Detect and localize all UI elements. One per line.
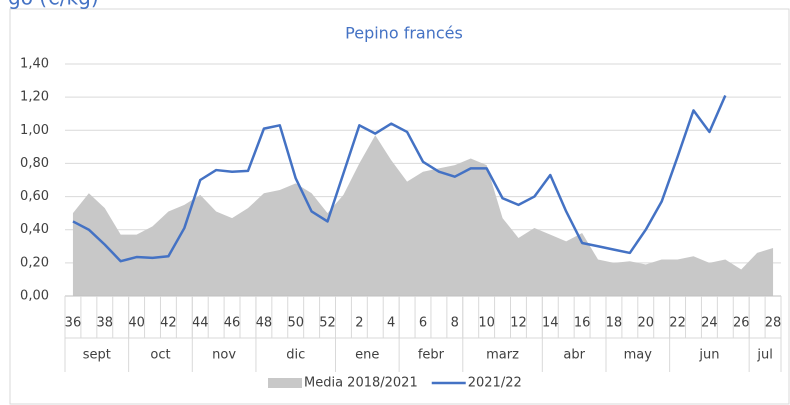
month-label: sept: [83, 348, 111, 363]
x-tick-label: 16: [574, 316, 591, 331]
x-tick-label: 26: [733, 316, 750, 331]
x-tick-label: 46: [224, 316, 241, 331]
line: [72, 94, 727, 263]
x-tick-label: 38: [97, 316, 114, 331]
month-label: jul: [756, 348, 772, 363]
x-tick-label: 18: [606, 316, 623, 331]
x-tick-label: 20: [637, 316, 654, 331]
y-tick-label: 0,40: [20, 222, 49, 237]
x-tick-label: 42: [160, 316, 177, 331]
month-label: abr: [563, 348, 585, 363]
x-tick-label: 48: [256, 316, 273, 331]
x-tick-label: 40: [128, 316, 145, 331]
month-label: ene: [355, 348, 379, 363]
x-tick-label: 24: [701, 316, 718, 331]
x-tick-label: 44: [192, 316, 209, 331]
legend-label: Media 2018/2021: [304, 376, 418, 391]
month-label: may: [624, 348, 653, 363]
x-tick-label: 4: [387, 316, 395, 331]
month-label: oct: [150, 348, 170, 363]
month-label: marz: [486, 348, 519, 363]
x-tick-label: 52: [319, 316, 336, 331]
x-tick-label: 10: [478, 316, 495, 331]
header-text: go (€/kg): [8, 0, 99, 10]
y-tick-label: 1,00: [20, 123, 49, 138]
x-tick-label: 12: [510, 316, 527, 331]
x-tick-label: 14: [542, 316, 559, 331]
chart-title: Pepino francés: [345, 24, 463, 43]
y-tick-label: 1,40: [20, 57, 49, 72]
month-label: dic: [286, 348, 305, 363]
month-label: nov: [212, 348, 236, 363]
y-tick-label: 0,80: [20, 156, 49, 171]
x-tick-label: 6: [419, 316, 427, 331]
y-tick-label: 0,60: [20, 189, 49, 204]
legend-swatch: [268, 378, 302, 388]
y-tick-label: 1,20: [20, 90, 49, 105]
x-tick-label: 2: [355, 316, 363, 331]
x-tick-label: 22: [669, 316, 686, 331]
month-label: jun: [698, 348, 719, 363]
y-tick-label: 0,00: [20, 289, 49, 304]
legend-label: 2021/22: [468, 376, 522, 391]
month-label: febr: [418, 348, 445, 363]
x-tick-label: 28: [765, 316, 782, 331]
x-tick-label: 8: [451, 316, 459, 331]
x-tick-label: 50: [287, 316, 304, 331]
area: [72, 135, 774, 296]
y-tick-label: 0,20: [20, 255, 49, 270]
x-tick-label: 36: [65, 316, 82, 331]
